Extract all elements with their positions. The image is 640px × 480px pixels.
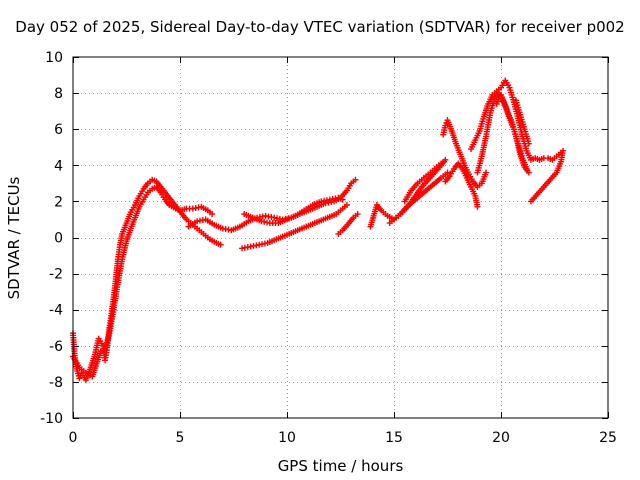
data-point-marker xyxy=(209,211,216,218)
data-point-marker xyxy=(523,165,530,172)
plot-frame xyxy=(72,56,609,419)
data-point-marker xyxy=(339,196,346,203)
x-tick-label: 0 xyxy=(69,430,78,446)
data-point-marker xyxy=(442,156,449,163)
data-point-marker xyxy=(352,176,359,183)
y-tick-label: -10 xyxy=(40,411,63,427)
data-point-marker xyxy=(525,169,532,176)
axis-ticks: 0 5 10 15 20 25 -10 -8 -6 -4 -2 0 2 4 6 8 10 xyxy=(40,50,617,446)
y-tick-label: 2 xyxy=(54,194,63,210)
data-points xyxy=(70,77,567,384)
data-point-marker xyxy=(483,169,490,176)
data-point-marker xyxy=(442,122,449,129)
y-tick-label: 6 xyxy=(54,122,63,138)
x-axis-label: GPS time / hours xyxy=(277,457,404,475)
y-tick-label: 0 xyxy=(54,231,63,247)
x-tick-label: 10 xyxy=(278,430,296,446)
x-tick-label: 25 xyxy=(599,430,617,446)
data-point-marker xyxy=(525,140,532,147)
y-tick-label: -2 xyxy=(49,267,63,283)
x-tick-label: 20 xyxy=(492,430,510,446)
data-point-marker xyxy=(438,160,445,167)
data-point-marker xyxy=(560,147,567,154)
data-point-marker xyxy=(354,211,361,218)
chart-title: Day 052 of 2025, Sidereal Day-to-day VTE… xyxy=(15,18,625,36)
grid-lines xyxy=(73,57,608,418)
data-point-marker xyxy=(343,202,350,209)
data-point-marker xyxy=(217,241,224,248)
x-tick-label: 15 xyxy=(385,430,403,446)
data-point-marker xyxy=(444,169,451,176)
y-tick-label: -8 xyxy=(49,375,63,391)
y-tick-label: 4 xyxy=(54,158,63,174)
y-tick-label: -6 xyxy=(49,339,63,355)
x-tick-label: 5 xyxy=(176,430,185,446)
y-tick-label: 8 xyxy=(54,86,63,102)
y-tick-label: -4 xyxy=(49,303,63,319)
y-tick-label: 10 xyxy=(45,50,63,66)
data-point-marker xyxy=(474,203,481,210)
